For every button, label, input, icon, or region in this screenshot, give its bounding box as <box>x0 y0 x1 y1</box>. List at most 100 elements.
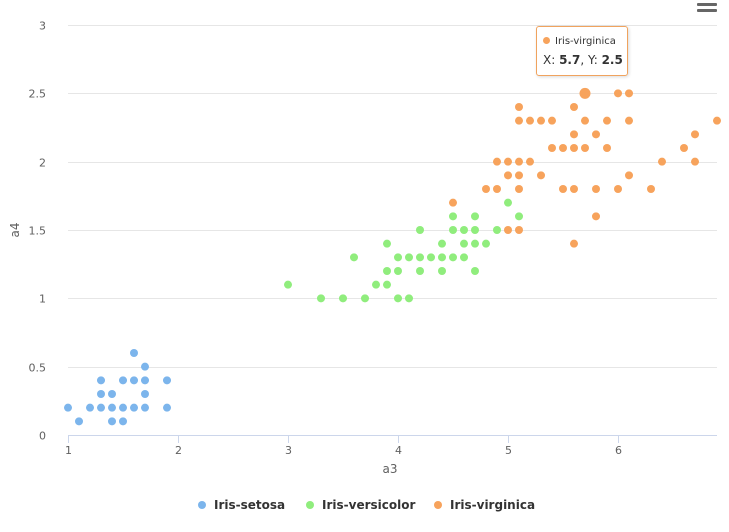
data-point[interactable] <box>482 239 490 248</box>
data-point[interactable] <box>559 144 567 152</box>
data-point[interactable] <box>405 253 413 262</box>
data-point[interactable] <box>515 212 523 221</box>
data-point[interactable] <box>108 390 116 398</box>
data-point[interactable] <box>471 267 479 275</box>
data-point[interactable] <box>713 116 721 125</box>
data-point[interactable] <box>163 376 171 385</box>
data-point[interactable] <box>592 130 600 139</box>
data-point[interactable] <box>460 239 468 248</box>
data-point[interactable] <box>64 403 72 412</box>
data-point[interactable] <box>438 253 446 262</box>
data-point[interactable] <box>383 267 391 275</box>
data-point[interactable] <box>581 144 589 152</box>
data-point[interactable] <box>119 376 127 385</box>
data-point[interactable] <box>108 403 116 412</box>
data-point[interactable] <box>416 253 424 262</box>
data-point[interactable] <box>570 130 578 139</box>
data-point[interactable] <box>416 226 424 234</box>
data-point[interactable] <box>603 116 611 125</box>
data-point[interactable] <box>141 362 149 371</box>
data-point[interactable] <box>339 294 347 303</box>
data-point[interactable] <box>449 253 457 262</box>
data-point[interactable] <box>647 185 655 193</box>
data-point[interactable] <box>471 226 479 234</box>
legend-item[interactable]: Iris-versicolor <box>306 498 415 512</box>
data-point[interactable] <box>86 403 94 412</box>
data-point[interactable] <box>394 294 402 303</box>
data-point[interactable] <box>130 349 138 357</box>
data-point[interactable] <box>625 116 633 125</box>
data-point[interactable] <box>581 116 589 125</box>
data-point[interactable] <box>394 253 402 262</box>
data-point[interactable] <box>504 226 512 234</box>
data-point[interactable] <box>579 87 591 99</box>
data-point[interactable] <box>416 267 424 275</box>
data-point[interactable] <box>526 157 534 166</box>
data-point[interactable] <box>592 185 600 193</box>
data-point[interactable] <box>680 144 688 152</box>
data-point[interactable] <box>427 253 435 262</box>
data-point[interactable] <box>394 267 402 275</box>
data-point[interactable] <box>449 198 457 207</box>
data-point[interactable] <box>97 403 105 412</box>
data-point[interactable] <box>625 89 633 98</box>
data-point[interactable] <box>515 185 523 193</box>
data-point[interactable] <box>75 417 83 426</box>
data-point[interactable] <box>504 157 512 166</box>
data-point[interactable] <box>691 157 699 166</box>
data-point[interactable] <box>449 212 457 221</box>
data-point[interactable] <box>559 185 567 193</box>
data-point[interactable] <box>163 403 171 412</box>
chart-menu-button[interactable] <box>697 0 717 14</box>
data-point[interactable] <box>119 417 127 426</box>
data-point[interactable] <box>130 403 138 412</box>
data-point[interactable] <box>515 171 523 180</box>
data-point[interactable] <box>97 376 105 385</box>
data-point[interactable] <box>515 226 523 234</box>
data-point[interactable] <box>460 226 468 234</box>
data-point[interactable] <box>449 226 457 234</box>
data-point[interactable] <box>493 185 501 193</box>
data-point[interactable] <box>361 294 369 303</box>
data-point[interactable] <box>97 390 105 398</box>
data-point[interactable] <box>570 185 578 193</box>
data-point[interactable] <box>471 239 479 248</box>
data-point[interactable] <box>372 280 380 289</box>
data-point[interactable] <box>548 144 556 152</box>
data-point[interactable] <box>438 267 446 275</box>
data-point[interactable] <box>592 212 600 221</box>
data-point[interactable] <box>603 144 611 152</box>
data-point[interactable] <box>548 116 556 125</box>
data-point[interactable] <box>526 116 534 125</box>
data-point[interactable] <box>570 239 578 248</box>
data-point[interactable] <box>438 239 446 248</box>
data-point[interactable] <box>504 171 512 180</box>
legend-item[interactable]: Iris-virginica <box>434 498 535 512</box>
data-point[interactable] <box>130 376 138 385</box>
data-point[interactable] <box>383 239 391 248</box>
data-point[interactable] <box>405 294 413 303</box>
data-point[interactable] <box>570 144 578 152</box>
data-point[interactable] <box>317 294 325 303</box>
data-point[interactable] <box>515 116 523 125</box>
data-point[interactable] <box>284 280 292 289</box>
data-point[interactable] <box>108 417 116 426</box>
legend-item[interactable]: Iris-setosa <box>198 498 285 512</box>
data-point[interactable] <box>515 157 523 166</box>
data-point[interactable] <box>625 171 633 180</box>
data-point[interactable] <box>537 171 545 180</box>
data-point[interactable] <box>537 116 545 125</box>
data-point[interactable] <box>471 212 479 221</box>
data-point[interactable] <box>482 185 490 193</box>
data-point[interactable] <box>570 103 578 111</box>
data-point[interactable] <box>658 157 666 166</box>
data-point[interactable] <box>515 103 523 111</box>
data-point[interactable] <box>119 403 127 412</box>
data-point[interactable] <box>691 130 699 139</box>
data-point[interactable] <box>504 198 512 207</box>
data-point[interactable] <box>614 185 622 193</box>
data-point[interactable] <box>383 280 391 289</box>
data-point[interactable] <box>350 253 358 262</box>
data-point[interactable] <box>141 390 149 398</box>
data-point[interactable] <box>493 157 501 166</box>
